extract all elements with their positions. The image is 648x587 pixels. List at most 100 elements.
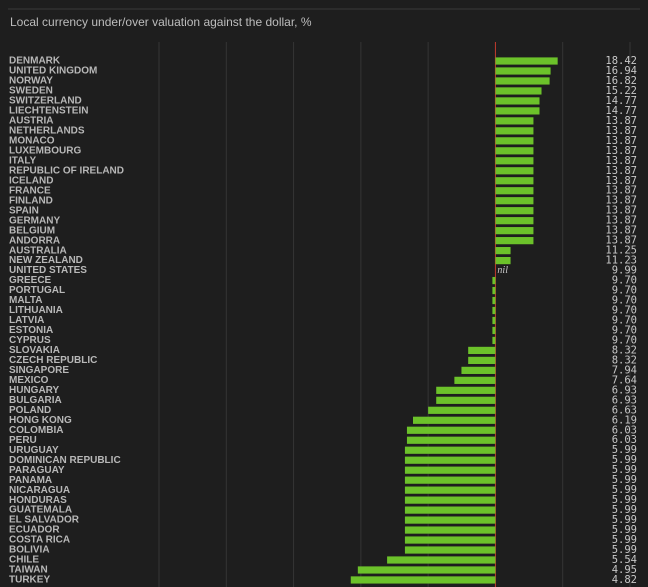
category-label: POLAND	[9, 405, 51, 416]
price-label: 8.32	[612, 344, 637, 356]
price-label: 5.99	[612, 504, 637, 516]
price-label: 5.99	[612, 494, 637, 506]
bar	[404, 486, 496, 494]
price-label: 6.03	[612, 424, 637, 436]
bar	[413, 416, 496, 424]
category-label: TURKEY	[9, 575, 50, 586]
price-label: 5.54	[612, 554, 637, 566]
price-label: 13.87	[605, 125, 637, 137]
category-label: PERU	[9, 435, 37, 446]
bar	[495, 127, 534, 135]
bar	[404, 546, 496, 554]
bar	[495, 117, 534, 125]
category-label: SPAIN	[9, 205, 39, 216]
category-label: NEW ZEALAND	[9, 255, 83, 266]
category-label: LIECHTENSTEIN	[9, 106, 88, 117]
bar	[495, 167, 534, 175]
category-label: UNITED STATES	[9, 265, 87, 276]
price-label: 4.95	[612, 564, 637, 576]
price-label: 13.87	[605, 225, 637, 237]
bar	[406, 426, 496, 434]
category-label: NORWAY	[9, 76, 53, 87]
price-label: 9.70	[612, 285, 637, 297]
price-label: 11.25	[605, 245, 637, 257]
bar	[404, 496, 496, 504]
bar	[492, 336, 496, 345]
category-label: COLOMBIA	[9, 425, 63, 436]
category-label: MALTA	[9, 295, 43, 306]
price-label: 8.32	[612, 354, 637, 366]
bar	[495, 77, 550, 85]
category-label: COSTA RICA	[9, 535, 70, 546]
price-label: 5.99	[612, 474, 637, 486]
category-label: URUGUAY	[9, 445, 59, 456]
category-label: GERMANY	[9, 215, 60, 226]
bar	[495, 187, 534, 195]
price-label: 5.99	[612, 454, 637, 466]
bar	[495, 217, 534, 225]
price-label: 13.87	[605, 215, 637, 227]
category-label: ANDORRA	[9, 235, 60, 246]
price-label: 13.87	[605, 195, 637, 207]
category-label: AUSTRIA	[9, 116, 53, 127]
price-label: 16.94	[605, 65, 637, 77]
price-label: 13.87	[605, 205, 637, 217]
category-label: FINLAND	[9, 195, 53, 206]
category-label: SINGAPORE	[9, 365, 69, 376]
category-label: ECUADOR	[9, 525, 60, 536]
bar	[404, 476, 496, 484]
category-label: BOLIVIA	[9, 545, 50, 556]
bar	[492, 326, 496, 335]
category-label: MEXICO	[9, 375, 49, 386]
category-label: ITALY	[9, 155, 37, 166]
category-label: FRANCE	[9, 185, 51, 196]
bar	[404, 536, 496, 544]
chart-title: Local currency under/over valuation agai…	[10, 15, 312, 29]
category-label: LITHUANIA	[9, 305, 63, 316]
price-label: 5.99	[612, 534, 637, 546]
price-label: 13.87	[605, 115, 637, 127]
category-label: ICELAND	[9, 175, 53, 186]
category-label: NETHERLANDS	[9, 126, 85, 137]
category-label: HUNGARY	[9, 385, 60, 396]
category-label: HONG KONG	[9, 415, 72, 426]
bar	[495, 87, 542, 95]
bar	[495, 57, 558, 65]
price-label: 9.70	[612, 305, 637, 317]
price-label: 13.87	[605, 145, 637, 157]
bar	[404, 526, 496, 534]
price-label: 15.22	[605, 85, 637, 97]
price-label: 13.87	[605, 155, 637, 167]
bar	[492, 286, 496, 295]
category-label: HONDURAS	[9, 495, 67, 506]
price-label: 5.99	[612, 464, 637, 476]
bar	[468, 356, 496, 364]
bar	[404, 456, 496, 464]
bar	[495, 137, 534, 145]
bar	[350, 576, 496, 584]
bar	[495, 197, 534, 205]
price-label: 9.70	[612, 314, 637, 326]
price-label: 4.82	[612, 574, 637, 586]
category-label: DOMINICAN REPUBLIC	[9, 455, 121, 466]
price-label: 14.77	[605, 95, 637, 107]
bar	[495, 147, 534, 155]
price-label: 16.82	[605, 75, 637, 87]
category-label: EL SALVADOR	[9, 515, 80, 526]
category-label: ESTONIA	[9, 325, 53, 336]
price-label: 13.87	[605, 165, 637, 177]
bar	[461, 366, 496, 374]
category-label: DENMARK	[9, 56, 61, 67]
price-label: 6.19	[612, 414, 637, 426]
bar	[428, 406, 496, 414]
category-label: PARAGUAY	[9, 465, 65, 476]
price-label: 5.99	[612, 444, 637, 456]
price-label: 5.99	[612, 544, 637, 556]
category-label: SWITZERLAND	[9, 96, 82, 107]
price-label: 7.94	[612, 364, 637, 376]
category-label: PANAMA	[9, 475, 52, 486]
category-label: PORTUGAL	[9, 285, 65, 296]
price-label: 7.64	[612, 374, 637, 386]
